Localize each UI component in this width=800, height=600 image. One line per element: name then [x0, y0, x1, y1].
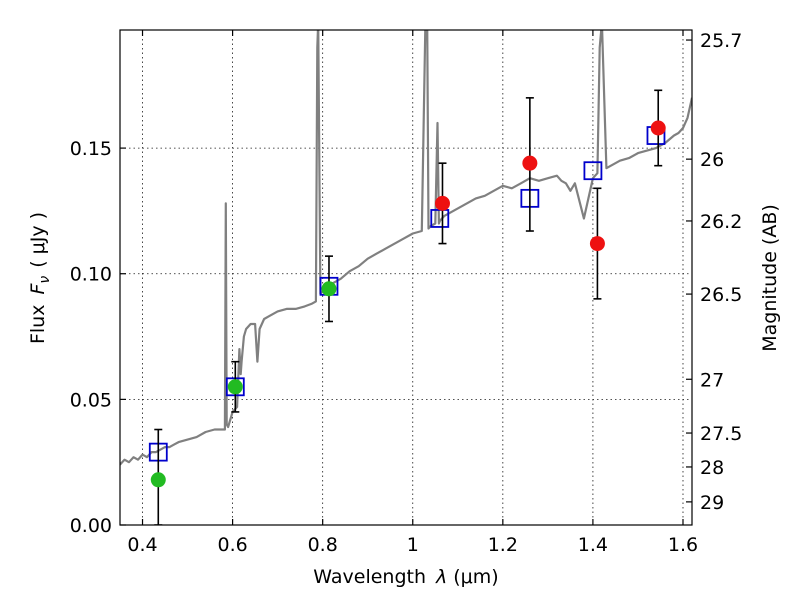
x-tick-label: 1.4 [578, 534, 608, 556]
y2-tick-label: 26 [700, 149, 724, 171]
y2-tick-label: 27 [700, 369, 724, 391]
y2-axis-label: Magnitude (AB) [759, 204, 781, 352]
y-tick-label: 0.05 [70, 389, 112, 411]
plot-area [120, 30, 692, 525]
grid-lines [120, 30, 692, 526]
y2-tick-label: 27.5 [700, 423, 742, 445]
y2-tick-label: 26.5 [700, 284, 742, 306]
y-tick-label: 0.15 [70, 138, 112, 160]
x-tick-label: 1.6 [668, 534, 698, 556]
detection-point [650, 120, 666, 136]
x-tick-label: 1.2 [488, 534, 518, 556]
model-photometry-square [583, 161, 603, 181]
y2-tick-label: 26.2 [700, 211, 742, 233]
y2-tick-label: 29 [700, 492, 724, 514]
detection-point [589, 236, 605, 252]
model-spectrum-line [120, 30, 692, 466]
axis-ticks: 0.4 0.6 0.8 1 1.2 1.4 1.6 0.00 0.05 0.10 0.15 25.7 2… [70, 30, 742, 556]
detection-point [321, 281, 337, 297]
x-tick-label: 1 [407, 534, 419, 556]
detection-point [434, 195, 450, 211]
plot-frame [119, 29, 693, 526]
y-axis-label: FluxFν( μJy ) [27, 212, 53, 344]
y-tick-label: 0.00 [70, 515, 112, 537]
detection-point [227, 379, 243, 395]
x-tick-label: 0.6 [217, 534, 247, 556]
y2-tick-label: 28 [700, 457, 724, 479]
x-axis-label: Wavelength λ (μm) [313, 566, 498, 588]
detection-point [150, 472, 166, 488]
x-tick-label: 0.4 [127, 534, 157, 556]
y-tick-label: 0.10 [70, 264, 112, 286]
detection-point [522, 155, 538, 171]
y2-tick-label: 25.7 [700, 30, 742, 52]
x-tick-label: 0.8 [308, 534, 338, 556]
